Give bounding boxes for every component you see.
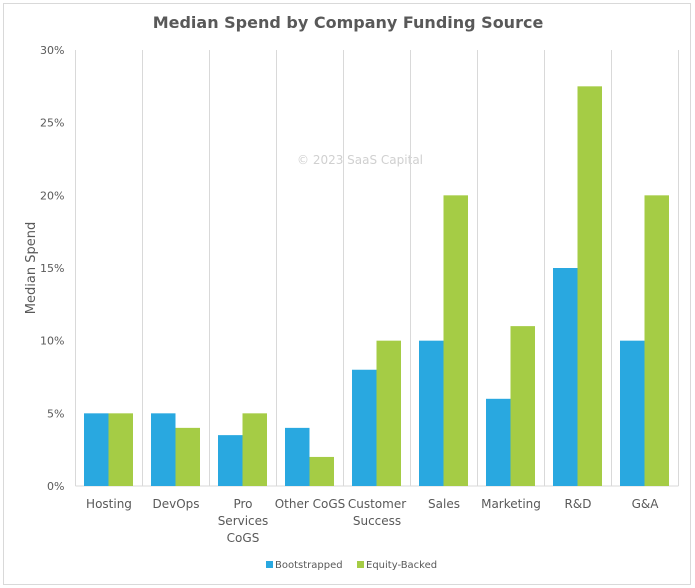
x-tick-label: Customer Success — [348, 497, 406, 528]
x-tick-label: Other CoGS — [275, 497, 346, 511]
bar-bootstrapped — [419, 340, 444, 486]
bar-equity-backed — [309, 456, 334, 486]
y-tick-label: 5% — [47, 407, 64, 420]
x-tick-label-line: Services — [218, 514, 269, 528]
x-tick-label-line: Marketing — [481, 497, 541, 511]
bar-bootstrapped — [486, 398, 511, 486]
x-tick-label-line: G&A — [632, 497, 660, 511]
x-tick-label-line: Other CoGS — [275, 497, 346, 511]
x-tick-label-line: Hosting — [86, 497, 132, 511]
x-tick-label-line: Customer — [348, 497, 406, 511]
bar-bootstrapped — [84, 413, 109, 486]
legend-label: Bootstrapped — [275, 560, 343, 571]
bar-equity-backed — [510, 326, 535, 486]
watermark: © 2023 SaaS Capital — [297, 153, 423, 167]
x-tick-label: Marketing — [481, 497, 541, 511]
x-tick-label: Hosting — [86, 497, 132, 511]
bar-equity-backed — [644, 195, 669, 487]
bar-bootstrapped — [285, 427, 310, 486]
x-tick-label-line: R&D — [565, 497, 592, 511]
chart-frame — [3, 3, 691, 585]
chart-title: Median Spend by Company Funding Source — [153, 13, 544, 32]
bar-equity-backed — [443, 195, 468, 487]
bar-bootstrapped — [620, 340, 645, 486]
y-tick-label: 0% — [47, 480, 64, 493]
y-tick-label: 20% — [40, 189, 64, 202]
x-tick-label-line: DevOps — [152, 497, 199, 511]
y-tick-label: 30% — [40, 44, 64, 57]
bar-bootstrapped — [553, 268, 578, 486]
x-tick-label: DevOps — [152, 497, 199, 511]
legend-swatch — [266, 561, 273, 568]
bar-equity-backed — [108, 413, 133, 486]
y-tick-label: 10% — [40, 335, 64, 348]
x-tick-label-line: Success — [353, 514, 401, 528]
x-tick-label-line: Pro — [233, 497, 252, 511]
bar-equity-backed — [175, 427, 200, 486]
x-tick-label: Sales — [428, 497, 460, 511]
bar-equity-backed — [577, 86, 602, 486]
bar-equity-backed — [242, 413, 267, 486]
x-tick-label: Pro Services CoGS — [218, 497, 269, 545]
x-tick-label-line: CoGS — [227, 531, 260, 545]
legend-swatch — [357, 561, 364, 568]
x-tick-label: G&A — [632, 497, 660, 511]
x-tick-label-line: Sales — [428, 497, 460, 511]
y-axis-label: Median Spend — [24, 222, 39, 314]
bar-equity-backed — [376, 340, 401, 486]
x-tick-label: R&D — [565, 497, 592, 511]
bar-bootstrapped — [352, 369, 377, 486]
bar-bootstrapped — [218, 435, 243, 486]
legend-label: Equity-Backed — [366, 560, 437, 571]
bar-bootstrapped — [151, 413, 176, 486]
y-tick-label: 25% — [40, 117, 64, 130]
y-tick-label: 15% — [40, 262, 64, 275]
